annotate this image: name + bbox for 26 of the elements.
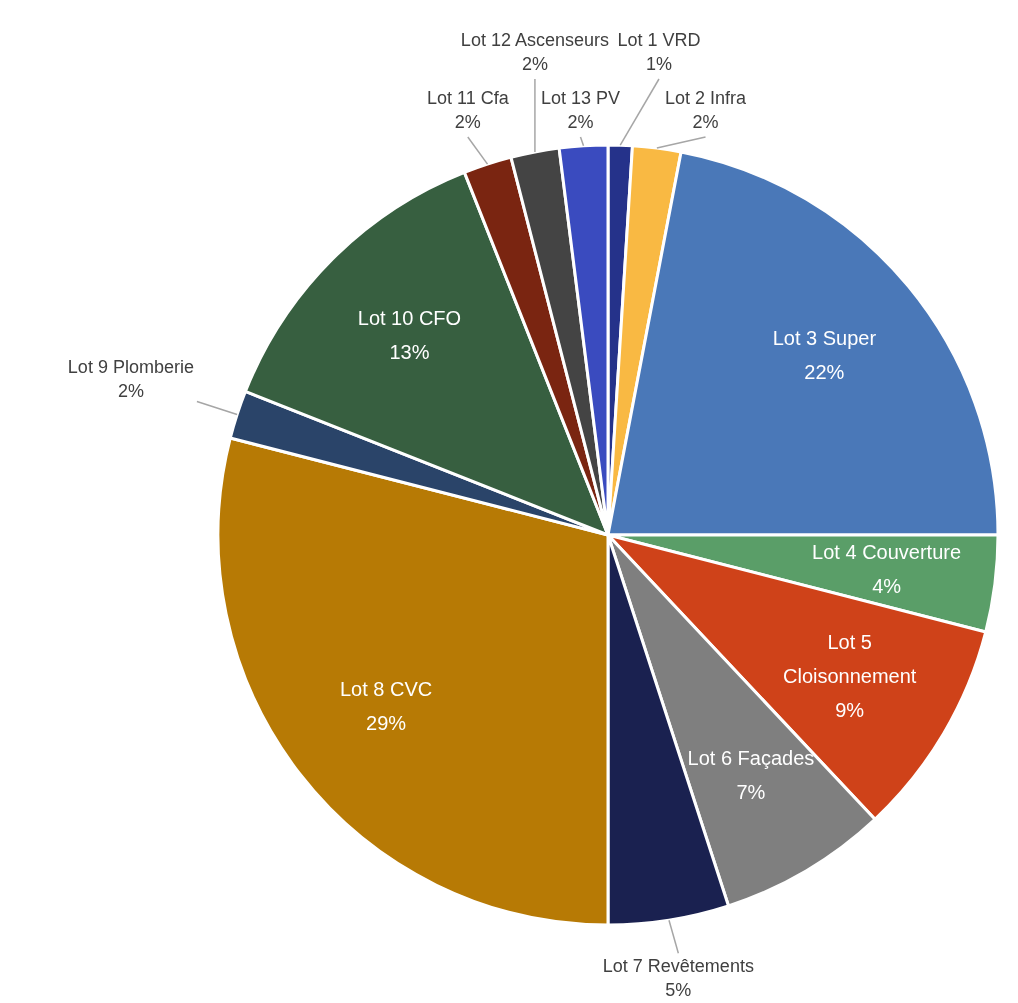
data-label: 1% xyxy=(645,53,672,74)
slice-label: Lot 11 Cfa xyxy=(426,87,510,108)
data-label: 22% xyxy=(804,360,845,383)
slice-label: Lot 9 Plomberie xyxy=(67,356,194,377)
slice-label: Lot 7 Revêtements xyxy=(602,956,754,977)
slice-label: Lot 13 PV xyxy=(540,87,621,108)
slice-label: Lot 1 VRD xyxy=(617,29,701,50)
data-label: 7% xyxy=(736,781,766,804)
data-label: 2% xyxy=(117,380,144,401)
slice-label: Lot 8 CVC xyxy=(339,677,433,700)
slice-label: Lot 10 CFO xyxy=(357,306,462,329)
data-label: 29% xyxy=(366,711,407,734)
data-label: 9% xyxy=(835,699,865,722)
slice-label: Lot 3 Super xyxy=(772,326,877,349)
data-label: 2% xyxy=(692,111,719,132)
slice-label: Lot 4 Couverture xyxy=(812,540,962,563)
slice-label: Lot 2 Infra xyxy=(664,87,748,108)
data-label: 2% xyxy=(454,111,481,132)
data-label: 5% xyxy=(665,980,692,1001)
slice-label: Lot 12 Ascenseurs xyxy=(460,29,609,50)
slice-label: Lot 5 Cloisonnement xyxy=(782,631,917,688)
data-label: 2% xyxy=(567,111,594,132)
data-label: 2% xyxy=(521,53,548,74)
data-label: 13% xyxy=(389,340,430,363)
slice-label: Lot 6 Façades xyxy=(687,747,815,770)
data-label: 4% xyxy=(872,574,902,597)
